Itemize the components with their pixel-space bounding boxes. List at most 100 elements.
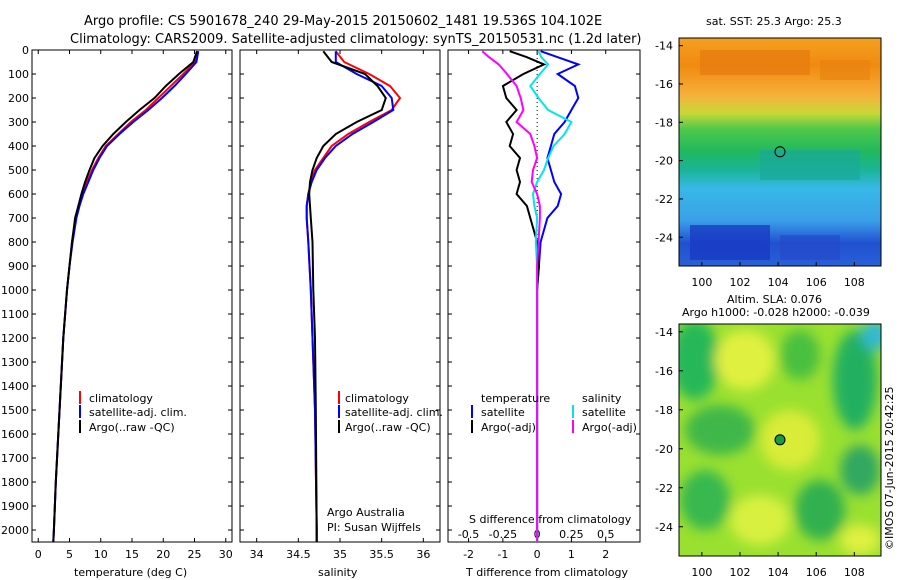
legend-label-climatology: climatology bbox=[345, 392, 409, 405]
legend-label-argo: Argo(..raw -QC) bbox=[345, 421, 431, 434]
depth-tick-label: 400 bbox=[8, 140, 29, 153]
map-y-tick-label: -16 bbox=[655, 365, 673, 378]
map-x-tick-label: 102 bbox=[729, 566, 750, 579]
depth-tick-label: 0 bbox=[22, 44, 29, 57]
sla-map-high-patch bbox=[840, 525, 880, 555]
map-x-tick-label: 108 bbox=[844, 566, 865, 579]
depth-tick-label: 1700 bbox=[1, 452, 29, 465]
salinity-x-tick-label: 0.5 bbox=[597, 528, 615, 541]
sla-map-low-patch bbox=[795, 480, 845, 540]
series-satellite-adj-clim- bbox=[52, 51, 200, 543]
depth-tick-label: 1600 bbox=[1, 428, 29, 441]
temperature-difference-axis-label: T difference from climatology bbox=[465, 566, 628, 579]
depth-tick-label: 600 bbox=[8, 188, 29, 201]
series-salinity-argo-adj- bbox=[481, 50, 541, 542]
sst-map-image bbox=[679, 38, 881, 266]
annotation-line-2: PI: Susan Wijffels bbox=[327, 521, 421, 534]
series-satellite-adj-clim- bbox=[305, 51, 395, 542]
legend-label-salinity-satellite: satellite bbox=[582, 406, 626, 419]
legend-label-salinity-argo: Argo(-adj) bbox=[582, 421, 637, 434]
x-tick-label: -2 bbox=[463, 548, 474, 561]
map-y-tick-label: -20 bbox=[655, 155, 673, 168]
timestamp: ©IMOS 07-Jun-2015 20:42:25 bbox=[883, 386, 896, 550]
x-tick-label: 1 bbox=[568, 548, 575, 561]
depth-tick-label: 700 bbox=[8, 212, 29, 225]
sla-map-low-patch bbox=[780, 330, 820, 380]
sst-map-frame bbox=[678, 37, 882, 267]
sla-map-low-patch bbox=[861, 324, 881, 350]
temperature-legend: climatology satellite-adj. clim. Argo(..… bbox=[79, 391, 187, 434]
sst-map-cool-patch bbox=[780, 235, 840, 260]
x-tick-label: 30 bbox=[219, 548, 233, 561]
map-y-tick-label: -18 bbox=[655, 404, 673, 417]
sla-map-low-patch bbox=[833, 330, 877, 430]
map-x-tick-label: 108 bbox=[844, 276, 865, 289]
map-x-tick-label: 100 bbox=[691, 566, 712, 579]
sla-map-high-patch bbox=[715, 330, 775, 390]
difference-panel bbox=[447, 49, 641, 543]
x-tick-label: -1 bbox=[497, 548, 508, 561]
map-y-tick-label: -24 bbox=[655, 231, 673, 244]
x-tick-label: 34 bbox=[250, 548, 264, 561]
legend-title-temperature: temperature bbox=[481, 392, 550, 405]
map-x-tick-label: 100 bbox=[691, 276, 712, 289]
depth-tick-label: 900 bbox=[8, 260, 29, 273]
legend-label-satellite: satellite-adj. clim. bbox=[345, 406, 443, 419]
depth-tick-label: 1100 bbox=[1, 308, 29, 321]
series-temperature-satellite bbox=[536, 50, 581, 542]
x-tick-label: 20 bbox=[156, 548, 170, 561]
depth-tick-label: 1500 bbox=[1, 404, 29, 417]
sla-map-title-2: Argo h1000: -0.028 h2000: -0.039 bbox=[682, 306, 870, 319]
salinity-panel bbox=[239, 49, 441, 543]
map-y-tick-label: -14 bbox=[655, 326, 673, 339]
sla-map-title-1: Altim. SLA: 0.076 bbox=[727, 293, 822, 306]
depth-tick-label: 1900 bbox=[1, 500, 29, 513]
map-y-tick-label: -22 bbox=[655, 193, 673, 206]
sla-map-image bbox=[679, 324, 881, 556]
sla-map-low-patch bbox=[840, 445, 880, 495]
sla-map-high-patch bbox=[760, 410, 820, 470]
map-y-tick-label: -14 bbox=[655, 40, 673, 53]
depth-tick-label: 1300 bbox=[1, 356, 29, 369]
map-y-tick-label: -22 bbox=[655, 482, 673, 495]
sst-map-cool-patch bbox=[760, 150, 860, 180]
depth-tick-label: 300 bbox=[8, 116, 29, 129]
x-tick-label: 35.5 bbox=[369, 548, 394, 561]
map-y-tick-label: -20 bbox=[655, 443, 673, 456]
depth-tick-label: 800 bbox=[8, 236, 29, 249]
difference-legend: temperature satellite Argo(-adj) salinit… bbox=[471, 392, 637, 434]
map-y-tick-label: -24 bbox=[655, 521, 673, 534]
sla-map-high-patch bbox=[730, 495, 790, 545]
salinity-x-tick-label: -0.5 bbox=[458, 528, 479, 541]
x-tick-label: 34.5 bbox=[286, 548, 311, 561]
depth-tick-label: 1000 bbox=[1, 284, 29, 297]
map-x-tick-label: 104 bbox=[768, 566, 789, 579]
depth-tick-label: 200 bbox=[8, 92, 29, 105]
title-line-1: Argo profile: CS 5901678_240 29-May-2015… bbox=[84, 14, 602, 29]
series-argo-raw-qc- bbox=[308, 50, 387, 542]
sla-map-low-patch bbox=[680, 470, 730, 530]
salinity-x-tick-label: -0.25 bbox=[489, 528, 517, 541]
sst-map-cool-patch bbox=[690, 225, 770, 260]
title-line-2: Climatology: CARS2009. Satellite-adjuste… bbox=[70, 32, 642, 47]
annotation-line-1: Argo Australia bbox=[327, 506, 405, 519]
sla-map-frame bbox=[678, 323, 882, 557]
temperature-axis-label: temperature (deg C) bbox=[74, 566, 187, 579]
map-y-tick-label: -16 bbox=[655, 78, 673, 91]
map-y-tick-label: -18 bbox=[655, 116, 673, 129]
salinity-x-tick-label: 0.25 bbox=[559, 528, 584, 541]
sst-map-title: sat. SST: 25.3 Argo: 25.3 bbox=[706, 15, 842, 28]
salinity-difference-label: S difference from climatology bbox=[469, 513, 632, 526]
sla-map-low-patch bbox=[685, 405, 755, 455]
legend-title-salinity: salinity bbox=[582, 392, 622, 405]
series-climatology bbox=[52, 50, 199, 543]
map-x-tick-label: 106 bbox=[806, 566, 827, 579]
legend-label-argo: Argo(..raw -QC) bbox=[89, 421, 175, 434]
argo-location-marker bbox=[774, 434, 786, 446]
x-tick-label: 0 bbox=[534, 548, 541, 561]
legend-label-satellite: satellite-adj. clim. bbox=[89, 406, 187, 419]
x-tick-label: 35 bbox=[333, 548, 347, 561]
map-x-tick-label: 102 bbox=[729, 276, 750, 289]
sla-map-low-patch bbox=[679, 324, 720, 400]
